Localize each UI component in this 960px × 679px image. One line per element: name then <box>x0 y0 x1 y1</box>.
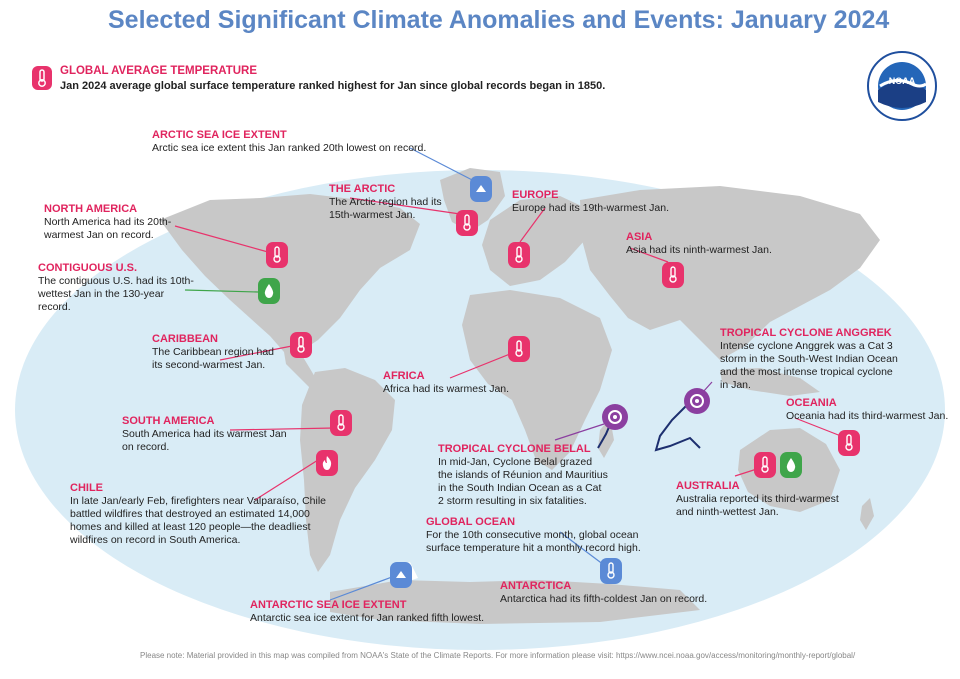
label-contiguous-us: CONTIGUOUS U.S. The contiguous U.S. had i… <box>38 262 194 313</box>
thermometer-icon <box>330 410 352 436</box>
thermometer-icon <box>32 66 52 90</box>
global-temp-text: Jan 2024 average global surface temperat… <box>60 80 606 92</box>
svg-text:NOAA: NOAA <box>889 76 916 86</box>
label-australia: AUSTRALIA Australia reported its third-wa… <box>676 480 839 518</box>
label-global-ocean: GLOBAL OCEAN For the 10th consecutive mon… <box>426 516 641 554</box>
south-america <box>300 368 395 572</box>
sea-ice-icon <box>470 176 492 202</box>
global-temp-heading: GLOBAL AVERAGE TEMPERATURE <box>60 65 257 77</box>
label-arctic-sea-ice: ARCTIC SEA ICE EXTENT Arctic sea ice exte… <box>152 129 427 154</box>
label-oceania: OCEANIA Oceania had its third-warmest Jan… <box>786 397 949 422</box>
se-asia <box>720 368 820 396</box>
label-antarctic-sea-ice: ANTARCTIC SEA ICE EXTENT Antarctic sea ic… <box>250 599 485 624</box>
thermometer-icon <box>266 242 288 268</box>
thermometer-icon <box>838 430 860 456</box>
label-tropical-cyclone-anggrek: TROPICAL CYCLONE ANGGREK Intense cyclone … <box>720 327 898 391</box>
thermometer-icon <box>662 262 684 288</box>
sea-ice-icon <box>390 562 412 588</box>
label-tropical-cyclone-belal: TROPICAL CYCLONE BELAL In mid-Jan, Cyclon… <box>438 443 608 507</box>
antarctica <box>330 580 700 624</box>
cyclone-icon <box>684 388 710 414</box>
new-zealand <box>860 498 874 530</box>
label-caribbean: CARIBBEAN The Caribbean region had its se… <box>152 333 275 371</box>
raindrop-icon <box>258 278 280 304</box>
label-asia: ASIA Asia had its ninth-warmest Jan. <box>626 231 772 256</box>
thermometer-icon <box>456 210 478 236</box>
asia <box>580 186 880 360</box>
north-america <box>160 194 420 352</box>
label-africa: AFRICA Africa had its warmest Jan. <box>383 370 510 395</box>
thermometer-icon <box>290 332 312 358</box>
label-antarctica: ANTARCTICA Antarctica had its fifth-colde… <box>500 580 708 605</box>
raindrop-icon <box>780 452 802 478</box>
thermometer-icon <box>508 336 530 362</box>
label-chile: CHILE In late Jan/early Feb, firefighters… <box>70 482 327 546</box>
label-arctic: THE ARCTIC The Arctic region had its 15th… <box>329 183 442 221</box>
source-note: Please note: Material provided in this m… <box>140 651 856 660</box>
thermometer-icon <box>508 242 530 268</box>
label-north-america: NORTH AMERICA North America had its 20th-… <box>44 203 172 241</box>
thermometer-icon <box>754 452 776 478</box>
label-south-america: SOUTH AMERICA South America had its warme… <box>122 415 287 453</box>
central-america <box>284 352 320 390</box>
label-europe: EUROPE Europe had its 19th-warmest Jan. <box>512 189 669 214</box>
page-title: Selected Significant Climate Anomalies a… <box>108 6 890 34</box>
africa <box>462 290 612 470</box>
noaa-logo: NOAA <box>866 50 938 122</box>
anggrek-track <box>654 401 701 452</box>
cyclone-icon <box>602 404 628 430</box>
fire-icon <box>316 450 338 476</box>
thermometer-icon <box>600 558 622 584</box>
